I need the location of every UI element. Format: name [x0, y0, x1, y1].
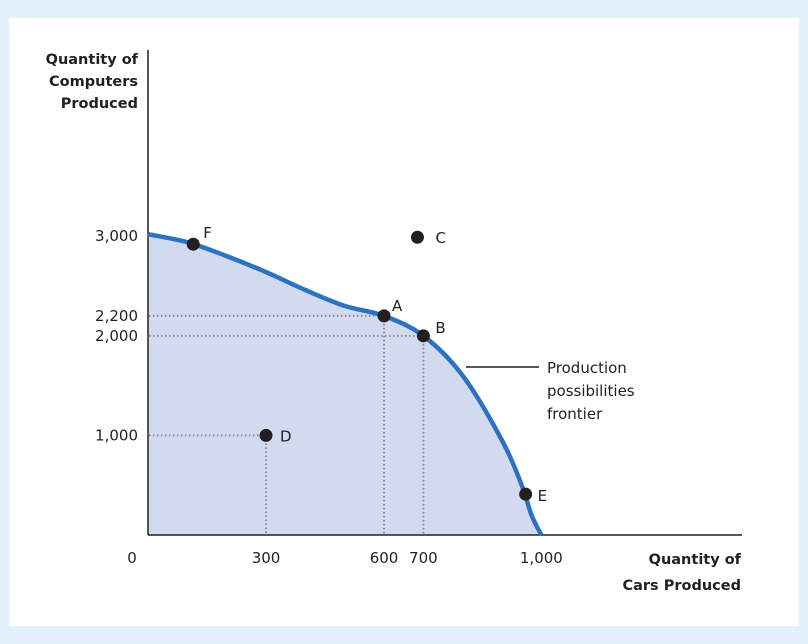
point-D-marker — [259, 428, 273, 442]
point-C-label: C — [435, 229, 445, 247]
x-tick-label: 600 — [370, 549, 399, 567]
point-D-label: D — [280, 427, 292, 445]
feasible-region — [148, 234, 542, 535]
x-axis-title-line-1: Quantity of — [649, 552, 742, 568]
y-axis-title-line-3: Produced — [61, 96, 138, 112]
y-tick-label: 2,200 — [95, 307, 138, 325]
ppf-chart: F C A B D E 1,000 2,000 2,200 3,000 300 600 700 1,000… — [46, 50, 742, 594]
frontier-annotation-line-2: possibilities — [547, 382, 635, 400]
y-tick-label: 3,000 — [95, 227, 138, 245]
point-F-marker — [186, 237, 200, 251]
y-axis-title-line-2: Computers — [49, 74, 138, 90]
point-B-marker — [416, 329, 430, 343]
x-axis-title-line-2: Cars Produced — [622, 578, 741, 594]
point-E-label: E — [538, 487, 547, 505]
y-tick-label: 2,000 — [95, 327, 138, 345]
point-E-marker — [519, 487, 533, 501]
frontier-annotation-line-3: frontier — [547, 405, 603, 423]
frontier-annotation-line-1: Production — [547, 359, 627, 377]
point-A-marker — [377, 309, 391, 323]
y-axis-title-line-1: Quantity of — [46, 52, 139, 68]
point-B-label: B — [435, 319, 445, 337]
origin-label: 0 — [127, 549, 137, 567]
point-F-label: F — [203, 224, 212, 242]
x-tick-label: 300 — [252, 549, 281, 567]
point-C-marker — [410, 230, 424, 244]
x-tick-label: 1,000 — [520, 549, 563, 567]
chart-panel: F C A B D E 1,000 2,000 2,200 3,000 300 600 700 1,000… — [9, 18, 799, 626]
x-tick-label: 700 — [409, 549, 438, 567]
point-A-label: A — [392, 297, 403, 315]
y-tick-label: 1,000 — [95, 426, 138, 444]
